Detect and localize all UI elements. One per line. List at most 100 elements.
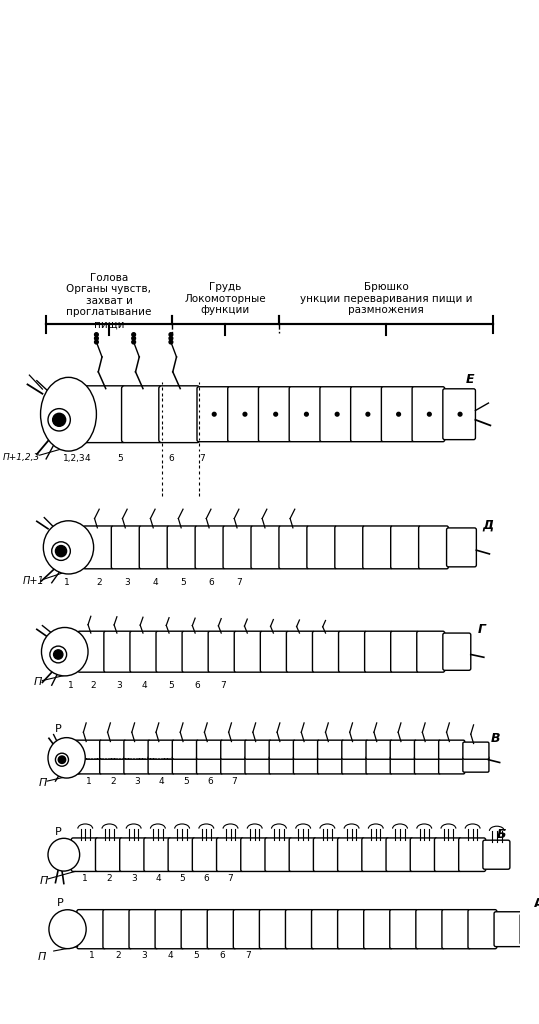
Text: 3: 3 (125, 579, 130, 588)
FancyBboxPatch shape (124, 740, 150, 759)
FancyBboxPatch shape (130, 631, 158, 672)
FancyBboxPatch shape (129, 909, 158, 949)
Ellipse shape (169, 333, 173, 337)
FancyBboxPatch shape (95, 838, 122, 871)
Text: 7: 7 (231, 776, 237, 785)
Ellipse shape (94, 340, 98, 344)
FancyBboxPatch shape (223, 526, 253, 568)
FancyBboxPatch shape (412, 387, 445, 441)
Text: Р: Р (55, 724, 61, 734)
FancyBboxPatch shape (260, 631, 288, 672)
FancyBboxPatch shape (390, 909, 419, 949)
FancyBboxPatch shape (120, 838, 147, 871)
FancyBboxPatch shape (289, 838, 316, 871)
FancyBboxPatch shape (233, 909, 262, 949)
FancyBboxPatch shape (265, 838, 292, 871)
FancyBboxPatch shape (156, 631, 184, 672)
FancyBboxPatch shape (342, 757, 368, 774)
Text: 1: 1 (86, 776, 92, 785)
Ellipse shape (458, 413, 462, 416)
Text: П+1,2,3: П+1,2,3 (2, 453, 39, 462)
Ellipse shape (53, 414, 66, 426)
FancyBboxPatch shape (364, 631, 392, 672)
FancyBboxPatch shape (279, 526, 309, 568)
FancyBboxPatch shape (293, 757, 320, 774)
Text: 2: 2 (110, 776, 116, 785)
Text: 5: 5 (193, 950, 199, 959)
FancyBboxPatch shape (443, 389, 475, 439)
Ellipse shape (132, 337, 135, 340)
FancyBboxPatch shape (227, 387, 260, 441)
Text: 1,2,3: 1,2,3 (63, 455, 85, 464)
FancyBboxPatch shape (439, 740, 465, 759)
FancyBboxPatch shape (391, 526, 420, 568)
Text: 6: 6 (168, 455, 174, 464)
Text: 2: 2 (107, 874, 112, 884)
FancyBboxPatch shape (100, 757, 126, 774)
Ellipse shape (169, 340, 173, 344)
Text: 5: 5 (117, 455, 122, 464)
FancyBboxPatch shape (103, 909, 132, 949)
FancyBboxPatch shape (139, 526, 169, 568)
Text: Голова
Органы чувств,
захват и
проглатывание
пищи: Голова Органы чувств, захват и проглатыв… (66, 272, 151, 329)
Text: 3: 3 (141, 950, 147, 959)
Text: 3: 3 (116, 681, 122, 690)
Text: 6: 6 (219, 950, 225, 959)
Text: 4: 4 (142, 681, 148, 690)
FancyBboxPatch shape (259, 909, 288, 949)
FancyBboxPatch shape (366, 740, 392, 759)
FancyBboxPatch shape (414, 757, 440, 774)
Text: 1: 1 (89, 950, 95, 959)
Ellipse shape (427, 413, 431, 416)
Ellipse shape (52, 542, 71, 560)
FancyBboxPatch shape (434, 838, 461, 871)
Ellipse shape (56, 546, 67, 557)
Text: 6: 6 (194, 681, 200, 690)
Text: 4: 4 (167, 950, 173, 959)
FancyBboxPatch shape (390, 740, 416, 759)
FancyBboxPatch shape (144, 838, 171, 871)
Text: Б: Б (497, 827, 506, 841)
Text: Грудь
Локомоторные
функции: Грудь Локомоторные функции (184, 282, 266, 315)
FancyBboxPatch shape (351, 387, 383, 441)
FancyBboxPatch shape (155, 909, 184, 949)
FancyBboxPatch shape (221, 757, 247, 774)
Text: 2: 2 (115, 950, 121, 959)
Text: Г: Г (478, 623, 486, 636)
FancyBboxPatch shape (241, 838, 268, 871)
FancyBboxPatch shape (289, 387, 322, 441)
FancyBboxPatch shape (148, 757, 174, 774)
FancyBboxPatch shape (337, 838, 364, 871)
Text: В: В (491, 732, 501, 744)
FancyBboxPatch shape (286, 631, 314, 672)
FancyBboxPatch shape (447, 528, 476, 567)
Text: П+1: П+1 (23, 575, 44, 586)
Ellipse shape (169, 337, 173, 340)
FancyBboxPatch shape (251, 526, 281, 568)
FancyBboxPatch shape (463, 742, 489, 759)
FancyBboxPatch shape (459, 838, 486, 871)
Text: Брюшко
ункции переваривания пищи и
размножения: Брюшко ункции переваривания пищи и размн… (300, 282, 472, 315)
Ellipse shape (48, 737, 85, 778)
FancyBboxPatch shape (312, 909, 341, 949)
Text: 5: 5 (180, 579, 186, 588)
Text: 7: 7 (199, 455, 204, 464)
FancyBboxPatch shape (78, 631, 106, 672)
FancyBboxPatch shape (520, 913, 539, 944)
Ellipse shape (212, 413, 216, 416)
Text: Е: Е (466, 374, 474, 386)
Text: 3: 3 (135, 776, 140, 785)
FancyBboxPatch shape (390, 757, 416, 774)
Ellipse shape (243, 413, 247, 416)
Ellipse shape (42, 628, 88, 676)
FancyBboxPatch shape (195, 526, 225, 568)
FancyBboxPatch shape (386, 838, 413, 871)
FancyBboxPatch shape (419, 526, 448, 568)
FancyBboxPatch shape (207, 909, 236, 949)
FancyBboxPatch shape (366, 757, 392, 774)
FancyBboxPatch shape (84, 386, 125, 442)
FancyBboxPatch shape (77, 909, 106, 949)
Text: 4: 4 (159, 776, 164, 785)
FancyBboxPatch shape (416, 909, 445, 949)
Text: 4: 4 (84, 455, 90, 464)
